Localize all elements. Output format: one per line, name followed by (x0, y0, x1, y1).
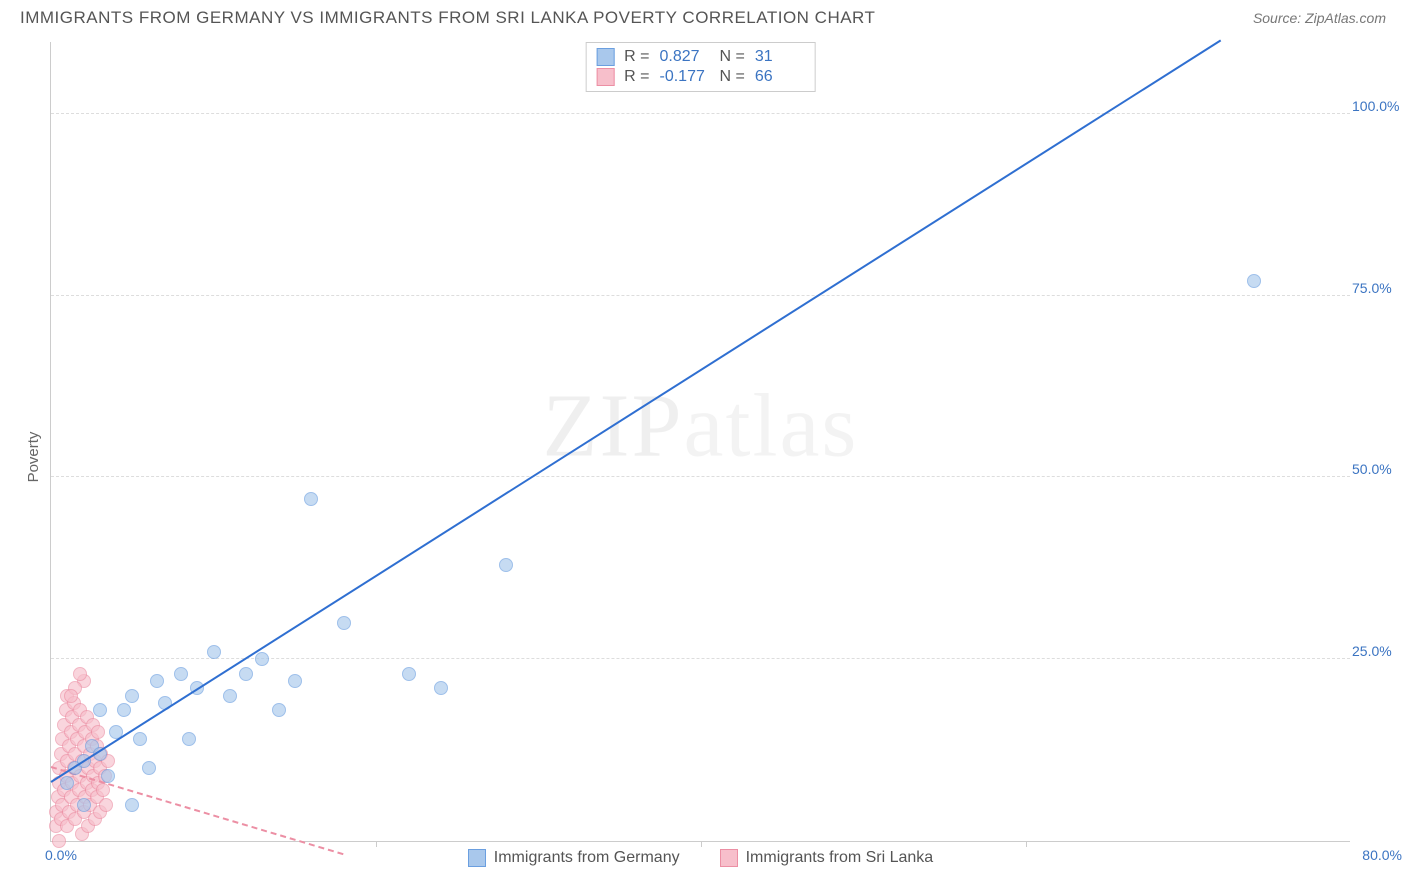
swatch-blue-icon (468, 849, 486, 867)
data-point-pink (52, 834, 66, 848)
swatch-pink (596, 68, 614, 86)
legend-label-blue: Immigrants from Germany (494, 849, 680, 867)
data-point-blue (125, 798, 139, 812)
n-label-blue: N = (720, 48, 745, 66)
plot-area: ZIPatlas R = 0.827 N = 31 R = -0.177 N =… (50, 42, 1350, 842)
data-point-blue (117, 703, 131, 717)
data-point-blue (1247, 274, 1261, 288)
swatch-blue (596, 48, 614, 66)
y-axis-label: Poverty (25, 432, 42, 483)
data-point-blue (304, 492, 318, 506)
stats-legend-box: R = 0.827 N = 31 R = -0.177 N = 66 (585, 42, 816, 92)
data-point-blue (142, 761, 156, 775)
data-point-blue (434, 681, 448, 695)
data-point-blue (402, 667, 416, 681)
y-tick-label: 100.0% (1352, 98, 1398, 114)
data-point-pink (91, 725, 105, 739)
data-point-blue (125, 689, 139, 703)
watermark: ZIPatlas (543, 374, 859, 477)
data-point-blue (182, 732, 196, 746)
chart-title: IMMIGRANTS FROM GERMANY VS IMMIGRANTS FR… (20, 8, 875, 28)
gridline (51, 295, 1350, 296)
stats-row-blue: R = 0.827 N = 31 (596, 47, 805, 67)
data-point-blue (93, 703, 107, 717)
swatch-pink-icon (720, 849, 738, 867)
gridline (51, 113, 1350, 114)
n-value-blue: 31 (755, 48, 805, 66)
n-label-pink: N = (720, 68, 745, 86)
data-point-blue (239, 667, 253, 681)
x-tick-mark (701, 841, 702, 847)
x-tick-mark (1026, 841, 1027, 847)
chart-container: Poverty ZIPatlas R = 0.827 N = 31 R = -0… (0, 32, 1406, 882)
data-point-blue (77, 798, 91, 812)
data-point-blue (255, 652, 269, 666)
data-point-blue (207, 645, 221, 659)
header: IMMIGRANTS FROM GERMANY VS IMMIGRANTS FR… (0, 0, 1406, 32)
data-point-blue (272, 703, 286, 717)
data-point-blue (499, 558, 513, 572)
r-value-pink: -0.177 (660, 68, 710, 86)
legend-item-blue: Immigrants from Germany (468, 849, 680, 867)
source-prefix: Source: (1253, 10, 1305, 26)
data-point-blue (150, 674, 164, 688)
data-point-blue (101, 769, 115, 783)
data-point-blue (288, 674, 302, 688)
x-tick-mark (376, 841, 377, 847)
r-value-blue: 0.827 (660, 48, 710, 66)
x-tick-end: 80.0% (1362, 847, 1402, 863)
gridline (51, 476, 1350, 477)
data-point-blue (174, 667, 188, 681)
bottom-legend: Immigrants from Germany Immigrants from … (51, 849, 1350, 867)
source-attribution: Source: ZipAtlas.com (1253, 10, 1386, 26)
data-point-blue (60, 776, 74, 790)
data-point-pink (99, 798, 113, 812)
legend-label-pink: Immigrants from Sri Lanka (746, 849, 934, 867)
y-tick-label: 50.0% (1352, 461, 1398, 477)
r-label-pink: R = (624, 68, 649, 86)
data-point-blue (133, 732, 147, 746)
legend-item-pink: Immigrants from Sri Lanka (720, 849, 934, 867)
r-label-blue: R = (624, 48, 649, 66)
y-tick-label: 75.0% (1352, 280, 1398, 296)
n-value-pink: 66 (755, 68, 805, 86)
y-tick-label: 25.0% (1352, 643, 1398, 659)
trend-line-blue (50, 39, 1221, 783)
data-point-blue (223, 689, 237, 703)
data-point-blue (337, 616, 351, 630)
data-point-pink (64, 689, 78, 703)
data-point-pink (73, 667, 87, 681)
stats-row-pink: R = -0.177 N = 66 (596, 67, 805, 87)
source-name: ZipAtlas.com (1305, 10, 1386, 26)
